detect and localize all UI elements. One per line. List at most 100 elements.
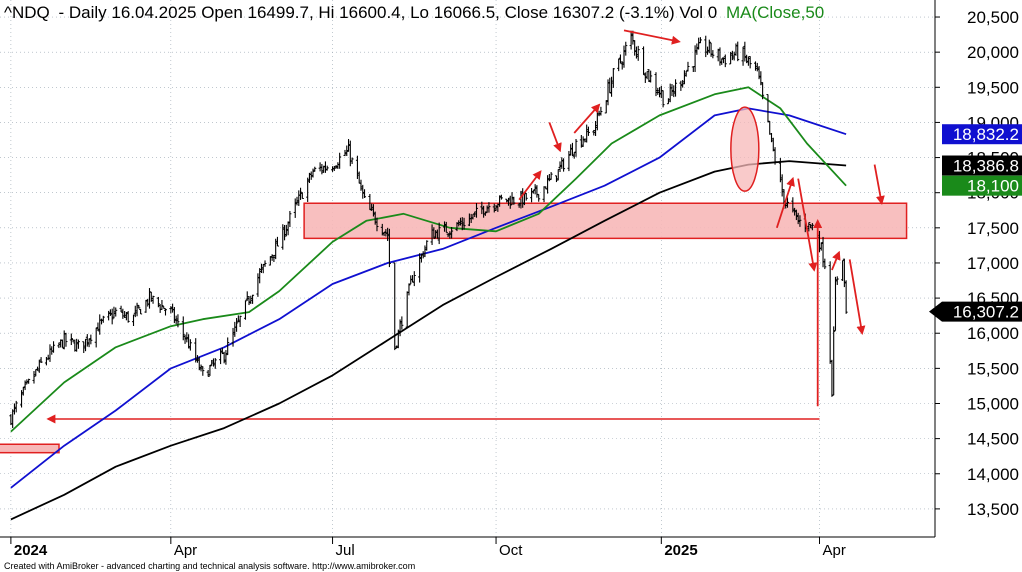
y-tick-label: 17,000 <box>967 254 1019 273</box>
annotations-front <box>46 29 885 424</box>
ohlc-bar <box>474 203 478 218</box>
ohlc-bar <box>807 222 811 232</box>
ohlc-bar <box>137 304 141 309</box>
ohlc-bar <box>126 311 130 323</box>
ohlc-bar <box>400 316 404 330</box>
x-tick-label: Apr <box>822 542 845 559</box>
ohlc-bar <box>711 50 715 59</box>
y-tick-label: 15,500 <box>967 359 1019 378</box>
ohlc-bar <box>251 294 255 304</box>
ohlc-bar <box>661 90 665 108</box>
ohlc-bar <box>160 299 164 310</box>
ohlc-bar <box>163 308 167 316</box>
credit-text: Created with AmiBroker - advanced charti… <box>4 561 415 571</box>
ma200-tag-text: 18,386.8 <box>953 157 1019 176</box>
ohlc-bar <box>338 152 342 169</box>
ma100-tag: 18,832.2 <box>942 124 1022 145</box>
ohlc-bar <box>313 166 317 172</box>
ohlc-bar <box>375 217 379 232</box>
arrow-down-nov <box>548 122 562 153</box>
highlight-ellipse <box>730 106 760 192</box>
ohlc-bar <box>363 189 367 198</box>
ohlc-bar <box>151 295 155 304</box>
ohlc-bar <box>393 262 397 351</box>
y-tick-label: 17,500 <box>967 219 1019 238</box>
ma200-tag: 18,386.8 <box>942 155 1022 176</box>
ohlc-bar <box>39 357 43 363</box>
ohlc-bar <box>226 337 230 356</box>
ma200-line <box>10 160 847 521</box>
ohlc-bar <box>101 315 105 323</box>
ohlc-bar <box>611 68 615 88</box>
ohlc-bar <box>624 41 628 56</box>
ohlc-bar <box>407 283 411 296</box>
y-tick-label: 19,500 <box>967 78 1019 97</box>
ohlc-bar <box>288 210 292 227</box>
ohlc-bar <box>773 147 777 165</box>
y-tick-label: 14,500 <box>967 430 1019 449</box>
ma100-line <box>10 107 847 489</box>
ohlc-bar <box>263 260 267 267</box>
ohlc-bar <box>444 221 448 233</box>
ohlc-bar <box>437 222 441 245</box>
grid <box>0 0 935 537</box>
ohlc-bar <box>350 157 354 164</box>
ohlc-bar <box>114 307 118 317</box>
x-tick-label: Jul <box>336 542 355 559</box>
ohlc-bar <box>599 106 603 116</box>
x-axis: 2024 Apr Jul Oct 2025 Apr <box>10 537 846 559</box>
ohlc-bar <box>785 197 789 208</box>
arrow-up-nov <box>573 103 601 134</box>
ohlc-bar <box>32 371 36 384</box>
arrow-up-mar <box>775 176 795 229</box>
ohlc-bar <box>798 215 802 227</box>
ma50-tag-text: 18,100 <box>967 177 1019 196</box>
ohlc-bar <box>110 308 114 325</box>
ohlc-bar <box>832 326 836 396</box>
ohlc-bar <box>698 37 702 44</box>
ohlc-bar <box>243 300 247 320</box>
ohlc-bar <box>487 202 491 213</box>
ohlc-bar <box>450 227 454 239</box>
ohlc-bar <box>89 334 93 345</box>
x-tick-label: 2025 <box>664 542 697 559</box>
ohlc-bar <box>213 358 217 369</box>
ma50-tag: 18,100 <box>942 175 1022 196</box>
ohlc-bar <box>201 366 205 376</box>
ohlc-bar <box>432 227 436 239</box>
y-tick-label: 14,000 <box>967 465 1019 484</box>
ohlc-bar <box>748 56 752 69</box>
chart-header: ^NDQ - Daily 16.04.2025 Open 16499.7, Hi… <box>4 3 824 22</box>
ma50-line <box>10 86 847 433</box>
y-tick-label: 15,000 <box>967 394 1019 413</box>
ohlc-bar <box>14 400 18 413</box>
ohlc-bar <box>69 333 73 346</box>
moving-averages <box>10 86 847 521</box>
y-tick-label: 13,500 <box>967 500 1019 519</box>
y-tick-label: 20,500 <box>967 8 1019 27</box>
ohlc-bar <box>176 314 180 328</box>
arrow-down-mar <box>797 178 818 272</box>
ohlc-bar <box>649 70 653 83</box>
x-tick-label: Oct <box>499 542 523 559</box>
close-tag-text: 16,307.2 <box>953 303 1019 322</box>
ohlc-bar <box>835 276 839 285</box>
arrow-up-oct <box>518 170 542 201</box>
ohlc-bar <box>736 41 740 62</box>
ohlc-bar <box>549 172 553 181</box>
ohlc-bar <box>412 271 416 287</box>
ohlc-bar <box>636 45 640 61</box>
ohlc-bar <box>156 296 160 308</box>
ohlc-bar <box>188 339 192 351</box>
x-tick-label: Apr <box>174 542 197 559</box>
ohlc-bar <box>325 165 329 171</box>
ohlc-bar <box>27 378 31 384</box>
ohlc-bar <box>499 194 503 200</box>
ohlc-bar <box>238 315 242 327</box>
value-tags: 18,832.2 18,386.818,100 16,307.2 <box>929 124 1022 322</box>
ohlc-bar <box>723 54 727 68</box>
ohlc-bar <box>139 309 143 315</box>
ohlc-bar <box>823 258 827 270</box>
ohlc-bar <box>524 192 528 201</box>
